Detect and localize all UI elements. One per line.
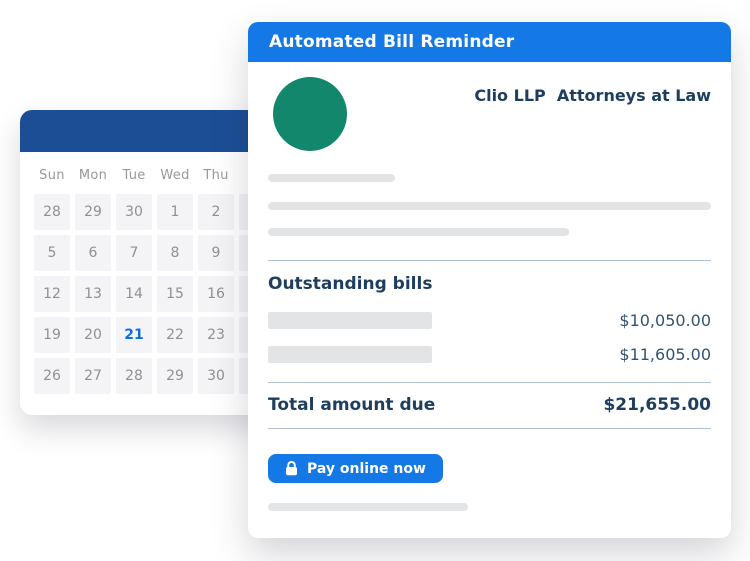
pay-online-button-label: Pay online now xyxy=(307,460,426,477)
skeleton-bar xyxy=(268,346,432,363)
divider xyxy=(268,382,711,383)
calendar-day-cell[interactable]: 19 xyxy=(34,317,70,353)
calendar-day-cell[interactable]: 7 xyxy=(116,235,152,271)
skeleton-bar xyxy=(268,202,711,210)
calendar-day-cell[interactable]: 30 xyxy=(198,358,234,394)
calendar-day-row: Sun Mon Tue Wed Thu xyxy=(20,152,332,183)
calendar-day-cell[interactable]: 16 xyxy=(198,276,234,312)
calendar-day-cell[interactable]: 27 xyxy=(75,358,111,394)
calendar-day-header: Sun xyxy=(39,168,65,183)
calendar-day-cell[interactable]: 26 xyxy=(34,358,70,394)
skeleton-bar xyxy=(268,174,395,182)
skeleton-bar xyxy=(268,503,468,511)
calendar-day-header: Wed xyxy=(160,168,190,183)
calendar-day-cell[interactable]: 9 xyxy=(198,235,234,271)
calendar-day-cell[interactable]: 28 xyxy=(34,194,70,230)
calendar-day-header: Mon xyxy=(78,168,108,183)
total-row: Total amount due $21,655.00 xyxy=(268,395,711,415)
calendar-day-cell[interactable]: 30 xyxy=(116,194,152,230)
calendar-day-header: Tue xyxy=(122,168,146,183)
skeleton-bar xyxy=(268,312,432,329)
calendar-day-cell[interactable]: 12 xyxy=(34,276,70,312)
calendar-day-cell[interactable]: 1 xyxy=(157,194,193,230)
calendar-day-cell[interactable]: 8 xyxy=(157,235,193,271)
calendar-day-cell[interactable]: 14 xyxy=(116,276,152,312)
divider xyxy=(268,260,711,261)
bill-row: $11,605.00 xyxy=(268,345,711,364)
outstanding-bills-heading: Outstanding bills xyxy=(268,274,433,294)
skeleton-bar xyxy=(268,228,569,236)
reminder-title: Automated Bill Reminder xyxy=(269,32,515,52)
reminder-header: Automated Bill Reminder xyxy=(248,22,731,62)
pay-online-button[interactable]: Pay online now xyxy=(268,454,443,483)
reminder-body: Clio LLP Attorneys at Law Outstanding bi… xyxy=(248,77,731,511)
calendar-day-cell[interactable]: 21 xyxy=(116,317,152,353)
calendar-day-cell[interactable]: 15 xyxy=(157,276,193,312)
calendar-day-cell[interactable]: 22 xyxy=(157,317,193,353)
calendar-day-header: Thu xyxy=(203,168,229,183)
calendar-day-cell[interactable]: 29 xyxy=(75,194,111,230)
calendar-day-cell[interactable]: 20 xyxy=(75,317,111,353)
calendar-day-cell[interactable]: 28 xyxy=(116,358,152,394)
calendar-day-cell[interactable]: 6 xyxy=(75,235,111,271)
calendar-day-cell[interactable]: 13 xyxy=(75,276,111,312)
bill-amount: $10,050.00 xyxy=(619,311,711,330)
calendar-day-cell[interactable]: 23 xyxy=(198,317,234,353)
bill-reminder-card: Automated Bill Reminder Clio LLP Attorne… xyxy=(248,22,731,538)
total-amount: $21,655.00 xyxy=(603,395,711,415)
lock-icon xyxy=(285,461,298,476)
logo-row: Clio LLP Attorneys at Law xyxy=(268,77,711,151)
bill-row: $10,050.00 xyxy=(268,311,711,330)
divider xyxy=(268,428,711,429)
total-label: Total amount due xyxy=(268,395,436,415)
calendar-day-cell[interactable]: 5 xyxy=(34,235,70,271)
firm-logo-circle xyxy=(273,77,347,151)
bill-amount: $11,605.00 xyxy=(619,345,711,364)
calendar-day-cell[interactable]: 29 xyxy=(157,358,193,394)
firm-name: Clio LLP Attorneys at Law xyxy=(474,86,711,105)
calendar-day-cell[interactable]: 2 xyxy=(198,194,234,230)
